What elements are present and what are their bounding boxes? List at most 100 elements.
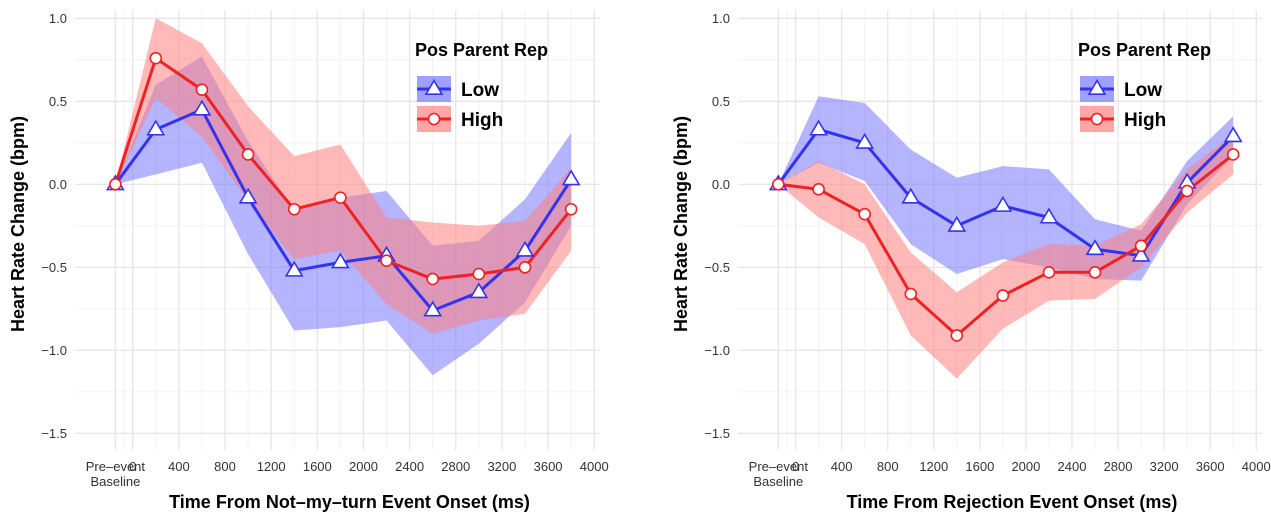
data-point-low bbox=[192, 99, 212, 116]
x-tick-label: 3600 bbox=[1196, 459, 1225, 474]
data-point-low bbox=[284, 260, 304, 277]
legend-label: Low bbox=[461, 80, 499, 101]
x-tick-label: 800 bbox=[877, 459, 899, 474]
data-point-high bbox=[241, 148, 255, 161]
x-tick-label: 800 bbox=[214, 459, 236, 474]
x-tick-label: 0 bbox=[129, 459, 136, 474]
data-point-low bbox=[423, 300, 443, 317]
x-tick-label: Baseline bbox=[753, 474, 803, 489]
legend-key-low bbox=[417, 76, 451, 102]
data-point-low bbox=[515, 240, 535, 257]
x-tick-label: 1600 bbox=[303, 459, 332, 474]
x-tick-label: 400 bbox=[168, 459, 190, 474]
data-point-high bbox=[1134, 239, 1148, 253]
data-point-low bbox=[947, 215, 967, 232]
legend: Pos Parent Rep Low High bbox=[1078, 40, 1211, 132]
legend-key-marker bbox=[427, 112, 441, 126]
data-point-low bbox=[469, 282, 489, 299]
legend-label: High bbox=[461, 110, 503, 131]
y-tick-label: 0.5 bbox=[712, 94, 730, 109]
data-point-low bbox=[1131, 245, 1151, 262]
data-point-high bbox=[287, 202, 301, 216]
legend-key-marker bbox=[424, 79, 444, 95]
y-tick-label: −1.5 bbox=[41, 426, 67, 441]
data-point-low bbox=[146, 119, 166, 136]
data-point-low bbox=[855, 132, 875, 149]
x-tick-label: 1200 bbox=[257, 459, 286, 474]
x-tick-label: 3200 bbox=[1150, 459, 1179, 474]
data-point-low bbox=[993, 195, 1013, 212]
legend-title: Pos Parent Rep bbox=[1078, 40, 1211, 60]
data-point-high bbox=[334, 191, 347, 204]
y-tick-label: 0.0 bbox=[49, 177, 67, 192]
y-tick-label: 0.0 bbox=[712, 177, 730, 192]
x-tick-label: Pre–event bbox=[749, 459, 809, 474]
legend-key-high bbox=[1080, 106, 1114, 132]
y-tick-label: 1.0 bbox=[712, 11, 730, 26]
data-point-high bbox=[858, 207, 871, 221]
data-point-high bbox=[195, 83, 209, 96]
data-point-high bbox=[564, 202, 578, 216]
y-tick-label: −1.0 bbox=[41, 343, 67, 358]
data-point-high bbox=[1180, 184, 1194, 198]
data-point-high bbox=[812, 183, 825, 196]
data-point-low bbox=[561, 169, 581, 186]
x-tick-label: 4000 bbox=[1242, 459, 1271, 474]
x-tick-label: 2800 bbox=[441, 459, 470, 474]
data-point-low bbox=[809, 119, 829, 136]
x-axis-title: Time From Rejection Event Onset (ms) bbox=[847, 492, 1178, 512]
data-point-high bbox=[904, 287, 918, 301]
data-point-low bbox=[1039, 207, 1059, 224]
y-tick-label: −0.5 bbox=[41, 260, 67, 275]
x-tick-label: 3200 bbox=[487, 459, 516, 474]
x-tick-label: 2000 bbox=[1011, 459, 1040, 474]
x-tick-label: 0 bbox=[792, 459, 799, 474]
data-point-high bbox=[472, 267, 486, 281]
series-markers bbox=[768, 119, 1243, 342]
y-axis-ticks: 1.0 0.5 0.0 −0.5 −1.0 −1.5 bbox=[41, 11, 67, 441]
x-tick-label: 2400 bbox=[395, 459, 424, 474]
data-point-high bbox=[772, 178, 785, 191]
x-tick-label: 1200 bbox=[919, 459, 948, 474]
x-tick-label: 1600 bbox=[965, 459, 994, 474]
data-point-high bbox=[380, 254, 393, 268]
x-tick-label: Baseline bbox=[90, 474, 140, 489]
legend-title: Pos Parent Rep bbox=[415, 40, 548, 60]
x-tick-label: Pre–event bbox=[86, 459, 146, 474]
data-point-high bbox=[996, 289, 1010, 302]
confidence-bands bbox=[115, 18, 572, 376]
series-markers bbox=[105, 51, 581, 317]
x-tick-label: 2400 bbox=[1058, 459, 1087, 474]
y-tick-label: 0.5 bbox=[49, 94, 67, 109]
data-point-high bbox=[109, 178, 122, 191]
data-point-high bbox=[149, 51, 163, 65]
data-point-low bbox=[330, 252, 350, 269]
y-tick-label: 1.0 bbox=[49, 11, 67, 26]
data-point-high bbox=[1226, 148, 1240, 161]
x-tick-label: 4000 bbox=[580, 459, 609, 474]
legend-label: High bbox=[1124, 110, 1166, 131]
data-point-high bbox=[950, 329, 964, 342]
x-tick-label: 2800 bbox=[1104, 459, 1133, 474]
legend: Pos Parent Rep Low High bbox=[415, 40, 548, 132]
x-tick-label: 400 bbox=[831, 459, 853, 474]
legend-label: Low bbox=[1124, 80, 1162, 101]
data-point-high bbox=[426, 272, 439, 286]
y-tick-label: −1.5 bbox=[704, 426, 730, 441]
data-point-high bbox=[1042, 266, 1056, 279]
confidence-band-high bbox=[115, 18, 572, 334]
legend-key-low bbox=[1080, 76, 1114, 102]
data-point-low bbox=[238, 187, 258, 204]
data-point-low bbox=[1085, 239, 1105, 256]
y-tick-label: −0.5 bbox=[704, 260, 730, 275]
data-point-low bbox=[1223, 126, 1243, 143]
legend-key-marker bbox=[1087, 79, 1107, 95]
y-tick-label: −1.0 bbox=[704, 343, 730, 358]
y-axis-title: Heart Rate Change (bpm) bbox=[8, 116, 28, 332]
